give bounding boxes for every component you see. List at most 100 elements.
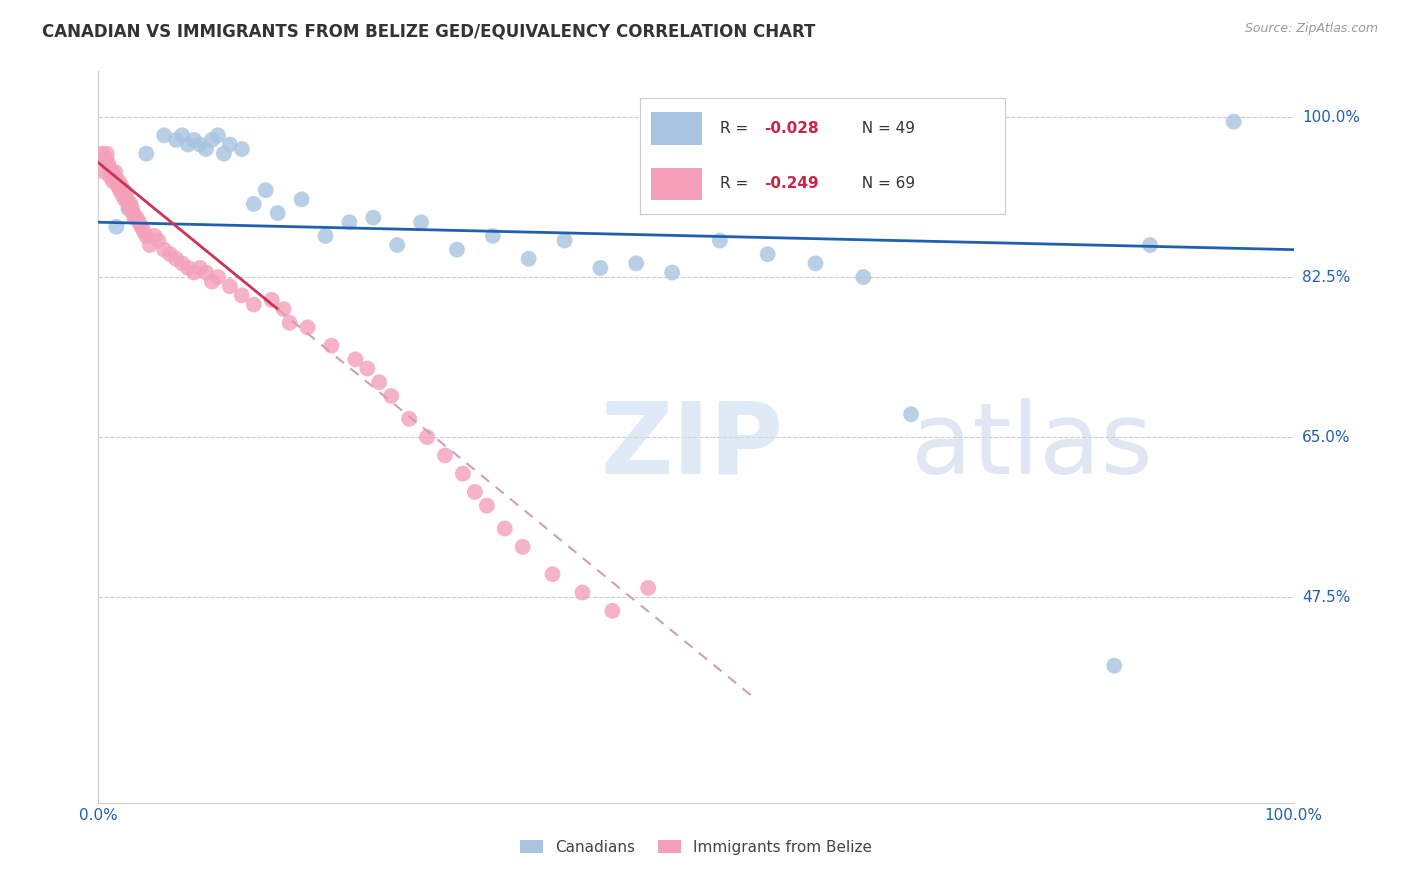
Point [416, 430, 439, 444]
Text: -0.249: -0.249 [763, 177, 818, 192]
Point [132, 224, 155, 238]
Point [278, 316, 301, 330]
Point [600, 604, 623, 618]
Point [589, 260, 612, 275]
Point [709, 234, 731, 248]
Point [131, 219, 153, 234]
Point [104, 165, 127, 179]
Legend: Canadians, Immigrants from Belize: Canadians, Immigrants from Belize [513, 834, 879, 861]
Point [183, 133, 205, 147]
Text: 100.0%: 100.0% [1302, 110, 1360, 125]
Point [411, 215, 433, 229]
Point [321, 339, 343, 353]
Point [512, 540, 534, 554]
Point [188, 260, 211, 275]
Point [207, 128, 229, 143]
Point [194, 266, 217, 280]
Point [398, 412, 420, 426]
Text: -0.028: -0.028 [763, 120, 818, 136]
Point [135, 229, 157, 244]
Point [756, 247, 779, 261]
Point [148, 234, 170, 248]
FancyBboxPatch shape [651, 112, 702, 145]
Point [94, 151, 117, 165]
Point [201, 133, 224, 147]
Point [107, 178, 129, 193]
Point [267, 206, 290, 220]
Point [254, 183, 277, 197]
Point [368, 376, 391, 390]
Text: 82.5%: 82.5% [1302, 269, 1350, 285]
Point [108, 183, 131, 197]
Point [624, 256, 647, 270]
Point [112, 183, 135, 197]
Point [188, 137, 211, 152]
Text: atlas: atlas [911, 398, 1153, 495]
Point [98, 169, 122, 184]
Point [165, 252, 187, 266]
Point [541, 567, 564, 582]
Point [118, 202, 141, 216]
Point [804, 256, 827, 270]
Point [115, 193, 138, 207]
Point [212, 146, 235, 161]
Point [105, 174, 128, 188]
Point [433, 449, 456, 463]
Point [121, 202, 143, 216]
Point [165, 133, 187, 147]
Text: N = 69: N = 69 [852, 177, 915, 192]
Point [93, 165, 115, 179]
Point [273, 302, 295, 317]
Point [91, 146, 114, 161]
Point [105, 219, 128, 234]
Point [135, 146, 157, 161]
Point [446, 243, 468, 257]
Point [231, 142, 253, 156]
Point [219, 279, 242, 293]
Point [207, 270, 229, 285]
Point [124, 211, 146, 225]
Point [125, 211, 148, 225]
Point [451, 467, 474, 481]
Point [219, 137, 242, 152]
Point [337, 215, 360, 229]
Point [122, 206, 145, 220]
Point [183, 266, 205, 280]
Point [231, 288, 253, 302]
Point [103, 169, 125, 184]
Point [172, 256, 194, 270]
Point [475, 499, 498, 513]
Point [96, 146, 118, 161]
Text: N = 49: N = 49 [852, 120, 915, 136]
Point [315, 229, 337, 244]
Point [356, 361, 378, 376]
Point [153, 128, 176, 143]
Point [120, 197, 142, 211]
Point [143, 229, 166, 244]
Point [380, 389, 402, 403]
Point [517, 252, 540, 266]
Text: R =: R = [720, 177, 754, 192]
Point [385, 238, 409, 252]
Point [177, 260, 200, 275]
Point [852, 270, 875, 285]
Point [242, 297, 264, 311]
Text: Source: ZipAtlas.com: Source: ZipAtlas.com [1244, 22, 1378, 36]
Point [1139, 238, 1161, 252]
Point [172, 128, 194, 143]
Point [139, 238, 162, 252]
Point [97, 156, 120, 170]
Point [117, 197, 139, 211]
Point [115, 187, 138, 202]
Point [114, 193, 136, 207]
Point [260, 293, 283, 307]
Text: R =: R = [720, 120, 754, 136]
Point [177, 137, 200, 152]
Point [107, 174, 129, 188]
Point [201, 275, 224, 289]
Text: 47.5%: 47.5% [1302, 590, 1350, 605]
Point [111, 187, 134, 202]
Text: CANADIAN VS IMMIGRANTS FROM BELIZE GED/EQUIVALENCY CORRELATION CHART: CANADIAN VS IMMIGRANTS FROM BELIZE GED/E… [42, 22, 815, 40]
Point [194, 142, 217, 156]
Point [101, 174, 124, 188]
